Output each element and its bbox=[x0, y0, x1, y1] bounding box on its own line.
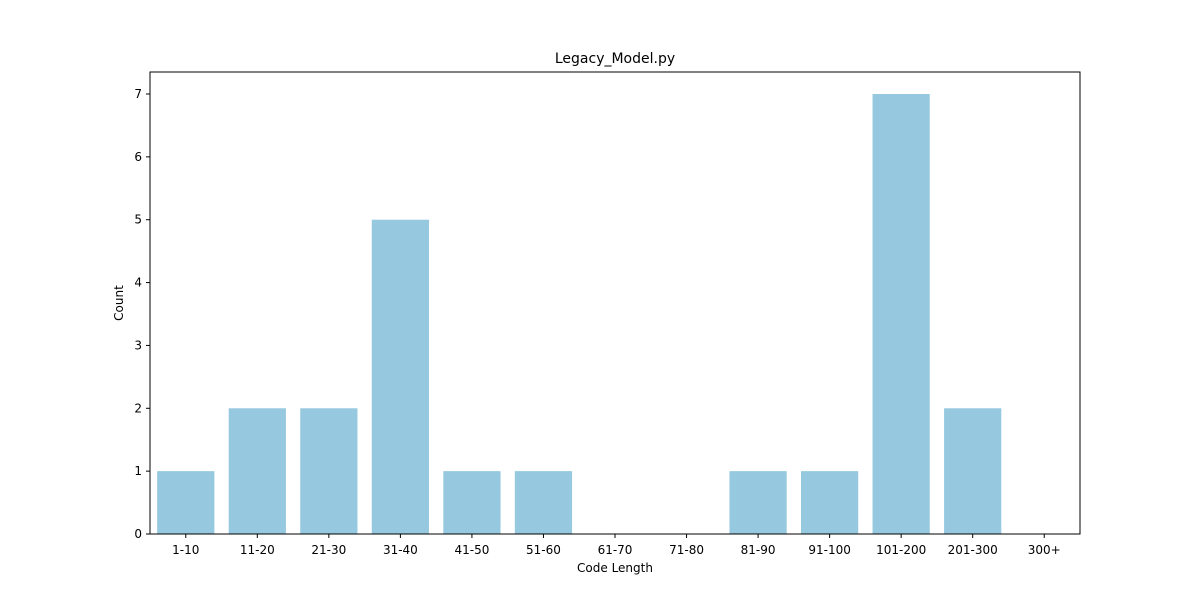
y-tick-label: 6 bbox=[134, 150, 142, 164]
plot-frame bbox=[149, 71, 1081, 535]
x-tick-label: 61-70 bbox=[598, 543, 633, 557]
x-tick-label: 31-40 bbox=[383, 543, 418, 557]
x-tick-label: 41-50 bbox=[454, 543, 489, 557]
chart-title: Legacy_Model.py bbox=[555, 51, 675, 67]
y-tick-label: 1 bbox=[134, 464, 142, 478]
x-axis-label: Code Length bbox=[577, 561, 653, 575]
y-tick-label: 0 bbox=[134, 527, 142, 541]
y-tick-label: 5 bbox=[134, 213, 142, 227]
bar-81-90 bbox=[729, 471, 787, 534]
y-tick-label: 3 bbox=[134, 338, 142, 352]
bar-21-30 bbox=[300, 408, 358, 534]
x-tick-label: 21-30 bbox=[311, 543, 346, 557]
bar-41-50 bbox=[443, 471, 501, 534]
x-axis-ticks: 1-10 11-20 21-30 31-40 41-50 51-60 61-70 71-80 8… bbox=[172, 534, 1061, 557]
y-axis-ticks: 0 1 2 3 4 5 6 7 bbox=[134, 87, 150, 541]
x-tick-label: 51-60 bbox=[526, 543, 561, 557]
x-tick-label: 201-300 bbox=[948, 543, 998, 557]
x-tick-label: 11-20 bbox=[240, 543, 275, 557]
bar-101-200 bbox=[872, 94, 930, 534]
x-tick-label: 101-200 bbox=[876, 543, 926, 557]
x-tick-label: 1-10 bbox=[172, 543, 199, 557]
bars-group bbox=[157, 94, 1002, 534]
bar-11-20 bbox=[228, 408, 286, 534]
x-tick-label: 300+ bbox=[1028, 543, 1061, 557]
x-tick-label: 71-80 bbox=[669, 543, 704, 557]
y-tick-label: 4 bbox=[134, 276, 142, 290]
bar-1-10 bbox=[157, 471, 215, 534]
x-tick-label: 81-90 bbox=[741, 543, 776, 557]
bar-51-60 bbox=[514, 471, 573, 534]
bar-201-300 bbox=[944, 408, 1002, 534]
y-tick-label: 2 bbox=[134, 401, 142, 415]
bar-31-40 bbox=[371, 219, 429, 534]
bar-91-100 bbox=[801, 471, 859, 534]
x-tick-label: 91-100 bbox=[808, 543, 851, 557]
y-axis-label: Count bbox=[112, 285, 126, 321]
y-tick-label: 7 bbox=[134, 87, 142, 101]
